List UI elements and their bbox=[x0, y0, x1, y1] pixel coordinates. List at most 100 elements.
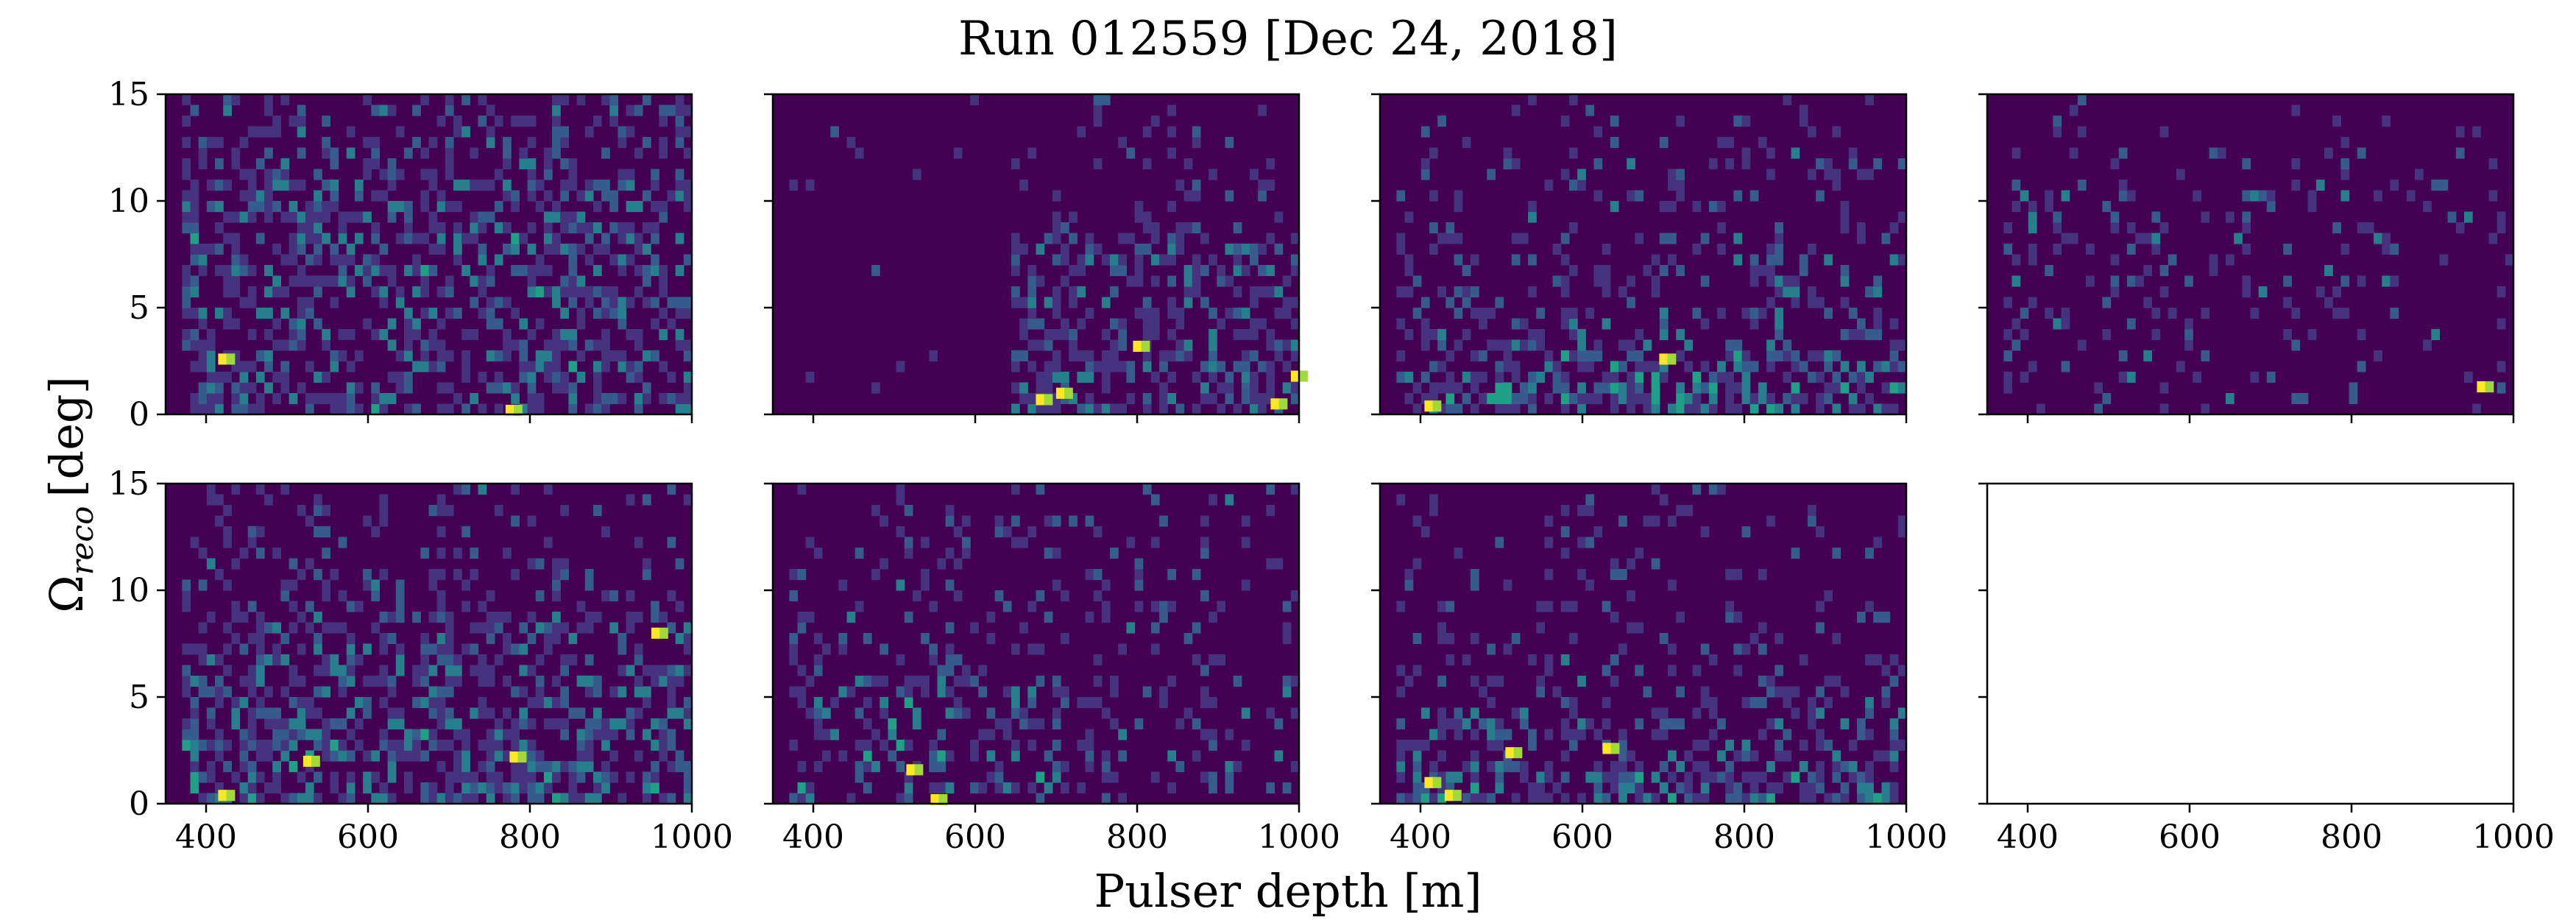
heatmap-cell bbox=[1266, 558, 1275, 570]
heatmap-cell bbox=[1593, 350, 1603, 362]
heatmap-cell bbox=[1749, 393, 1759, 405]
heatmap-cell bbox=[1824, 361, 1833, 372]
heatmap-cell bbox=[2003, 329, 2013, 341]
heatmap-cell bbox=[683, 707, 693, 719]
heatmap-cell bbox=[231, 211, 241, 223]
heatmap-cell bbox=[289, 793, 298, 804]
heatmap-cell bbox=[198, 244, 208, 255]
heatmap-cell bbox=[1774, 244, 1784, 255]
heatmap-cell bbox=[929, 643, 938, 655]
heatmap-cell bbox=[937, 686, 946, 698]
heatmap-cell bbox=[182, 222, 191, 234]
heatmap-cell bbox=[651, 222, 659, 234]
heatmap-cell bbox=[1446, 222, 1455, 234]
heatmap-cell bbox=[535, 350, 545, 362]
heatmap-cell bbox=[1503, 361, 1512, 372]
heatmap-cell bbox=[675, 233, 684, 244]
heatmap-cell bbox=[190, 201, 199, 213]
heatmap-cell bbox=[395, 201, 405, 213]
heatmap-cell bbox=[822, 750, 831, 762]
heatmap-cell bbox=[543, 361, 553, 372]
heatmap-cell bbox=[1052, 297, 1061, 308]
heatmap-cell bbox=[2003, 372, 2013, 383]
heatmap-cell bbox=[1733, 782, 1743, 794]
heatmap-cell bbox=[322, 372, 331, 383]
heatmap-cell bbox=[445, 793, 454, 804]
heatmap-cell bbox=[190, 643, 199, 655]
heatmap-cell bbox=[1437, 793, 1446, 804]
heatmap-cell bbox=[420, 643, 430, 655]
heatmap-cell bbox=[190, 771, 199, 783]
heatmap-cell bbox=[1462, 372, 1471, 383]
heatmap-cell bbox=[576, 740, 586, 751]
heatmap-cell bbox=[223, 286, 232, 298]
heatmap-cell bbox=[1643, 686, 1652, 698]
heatmap-cell bbox=[1266, 329, 1275, 341]
heatmap-cell bbox=[1217, 403, 1226, 415]
heatmap-cell bbox=[363, 579, 372, 591]
heatmap-cell bbox=[805, 180, 815, 191]
heatmap-cell bbox=[921, 569, 930, 581]
heatmap-cell bbox=[1528, 740, 1537, 751]
heatmap-cell bbox=[215, 569, 224, 581]
heatmap-cell bbox=[182, 286, 191, 298]
heatmap-cell bbox=[1511, 633, 1521, 645]
heatmap-cell bbox=[182, 590, 191, 602]
heatmap-cell bbox=[535, 622, 545, 634]
heatmap-cell bbox=[1749, 318, 1759, 330]
heatmap-cell bbox=[609, 686, 619, 698]
heatmap-cell bbox=[1052, 548, 1061, 559]
heatmap-cell bbox=[953, 147, 963, 159]
heatmap-cell bbox=[330, 361, 339, 372]
heatmap-cell bbox=[297, 233, 306, 244]
heatmap-cell bbox=[1651, 707, 1660, 719]
heatmap-cell bbox=[289, 579, 298, 591]
heatmap-cell bbox=[2497, 286, 2506, 298]
heatmap-cell bbox=[182, 211, 191, 223]
heatmap-cell bbox=[609, 622, 619, 634]
heatmap-cell bbox=[970, 622, 979, 634]
heatmap-cell bbox=[231, 601, 241, 612]
heatmap-cell bbox=[428, 569, 438, 581]
heatmap-cell bbox=[215, 403, 224, 415]
heatmap-cell bbox=[206, 686, 216, 698]
heatmap-cell bbox=[198, 137, 208, 149]
heatmap-cell bbox=[560, 126, 570, 138]
heatmap-cell bbox=[854, 601, 864, 612]
heatmap-cell bbox=[667, 190, 676, 202]
heatmap-cell bbox=[1052, 676, 1061, 687]
heatmap-cell bbox=[1437, 633, 1446, 645]
heatmap-cell bbox=[1404, 579, 1414, 591]
heatmap-cell bbox=[1437, 676, 1446, 687]
heatmap-cell bbox=[436, 526, 446, 538]
heatmap-cell bbox=[470, 233, 479, 244]
heatmap-cell bbox=[297, 793, 306, 804]
heatmap-cell bbox=[675, 190, 684, 202]
heatmap-cell bbox=[1101, 793, 1111, 804]
heatmap-cell bbox=[2118, 350, 2128, 362]
heatmap-cell bbox=[1011, 265, 1020, 277]
heatmap-cell bbox=[1725, 612, 1734, 623]
heatmap-cell bbox=[1700, 761, 1710, 773]
heatmap-cell bbox=[1544, 361, 1554, 372]
heatmap-cell bbox=[1085, 393, 1094, 405]
heatmap-cell bbox=[1749, 190, 1759, 202]
heatmap-cell bbox=[1824, 676, 1833, 687]
heatmap-cell bbox=[519, 233, 528, 244]
heatmap-cell bbox=[1799, 265, 1808, 277]
heatmap-cell bbox=[601, 329, 610, 341]
heatmap-cell bbox=[264, 211, 273, 223]
heatmap-cell bbox=[1454, 233, 1463, 244]
heatmap-cell bbox=[1061, 633, 1069, 645]
heatmap-cell bbox=[1766, 265, 1775, 277]
heatmap-cell bbox=[1560, 526, 1570, 538]
heatmap-cell bbox=[1692, 308, 1702, 319]
heatmap-cell bbox=[395, 718, 405, 730]
heatmap-cell bbox=[247, 526, 257, 538]
heatmap-cell bbox=[1684, 782, 1694, 794]
heatmap-cell bbox=[1110, 350, 1119, 362]
heatmap-cell bbox=[1118, 361, 1127, 372]
heatmap-cell bbox=[601, 297, 610, 308]
heatmap-cell bbox=[560, 761, 570, 773]
heatmap-cell bbox=[1717, 372, 1726, 383]
